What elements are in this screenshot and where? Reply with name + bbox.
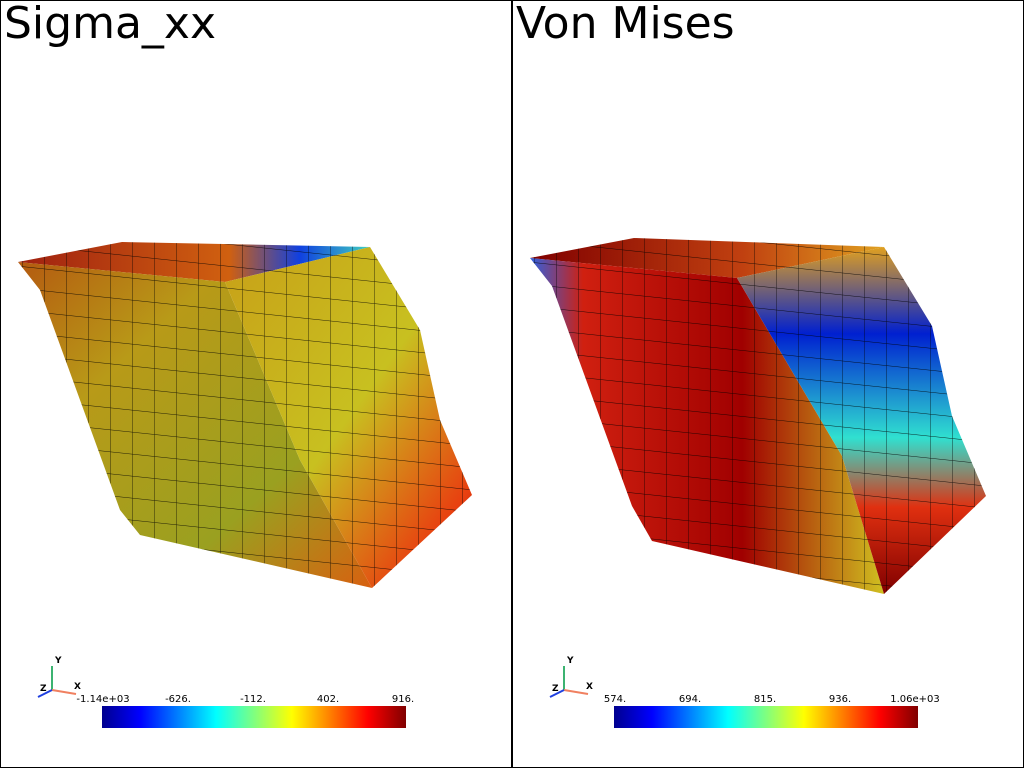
axis-label: Z (40, 684, 47, 694)
axis-x (51, 689, 77, 695)
colorbar-tick-label: 1.06e+03 (890, 694, 940, 705)
colorbar-tick-label: 916. (392, 694, 414, 705)
colorbar-tick-label: 402. (317, 694, 339, 705)
axis-x (563, 689, 589, 695)
colorbar-tick-label: 936. (829, 694, 851, 705)
colorbar (102, 706, 406, 728)
colorbar-tick-label: 574. (604, 694, 626, 705)
mesh (530, 238, 986, 594)
colorbar-tick-label: 694. (679, 694, 701, 705)
panel-title: Von Mises (516, 0, 735, 49)
colorbar-tick-label: -112. (240, 694, 266, 705)
axis-z (37, 689, 53, 698)
overlay: Sigma_xx -1.14e+03 -626. -112. 402. 916. Y X Z Vo… (4, 0, 940, 728)
axis-label: Y (566, 656, 574, 666)
axis-label: X (586, 682, 593, 692)
colorbar-tick-label: -1.14e+03 (76, 694, 129, 705)
colorbar-tick-label: -626. (165, 694, 191, 705)
mesh (18, 242, 472, 588)
axis-label: Z (552, 684, 559, 694)
axis-z (549, 689, 565, 698)
axis-label: Y (54, 656, 62, 666)
colorbar-tick-label: 815. (754, 694, 776, 705)
panel-title: Sigma_xx (4, 0, 216, 49)
axis-label: X (74, 682, 81, 692)
colorbar (614, 706, 918, 728)
